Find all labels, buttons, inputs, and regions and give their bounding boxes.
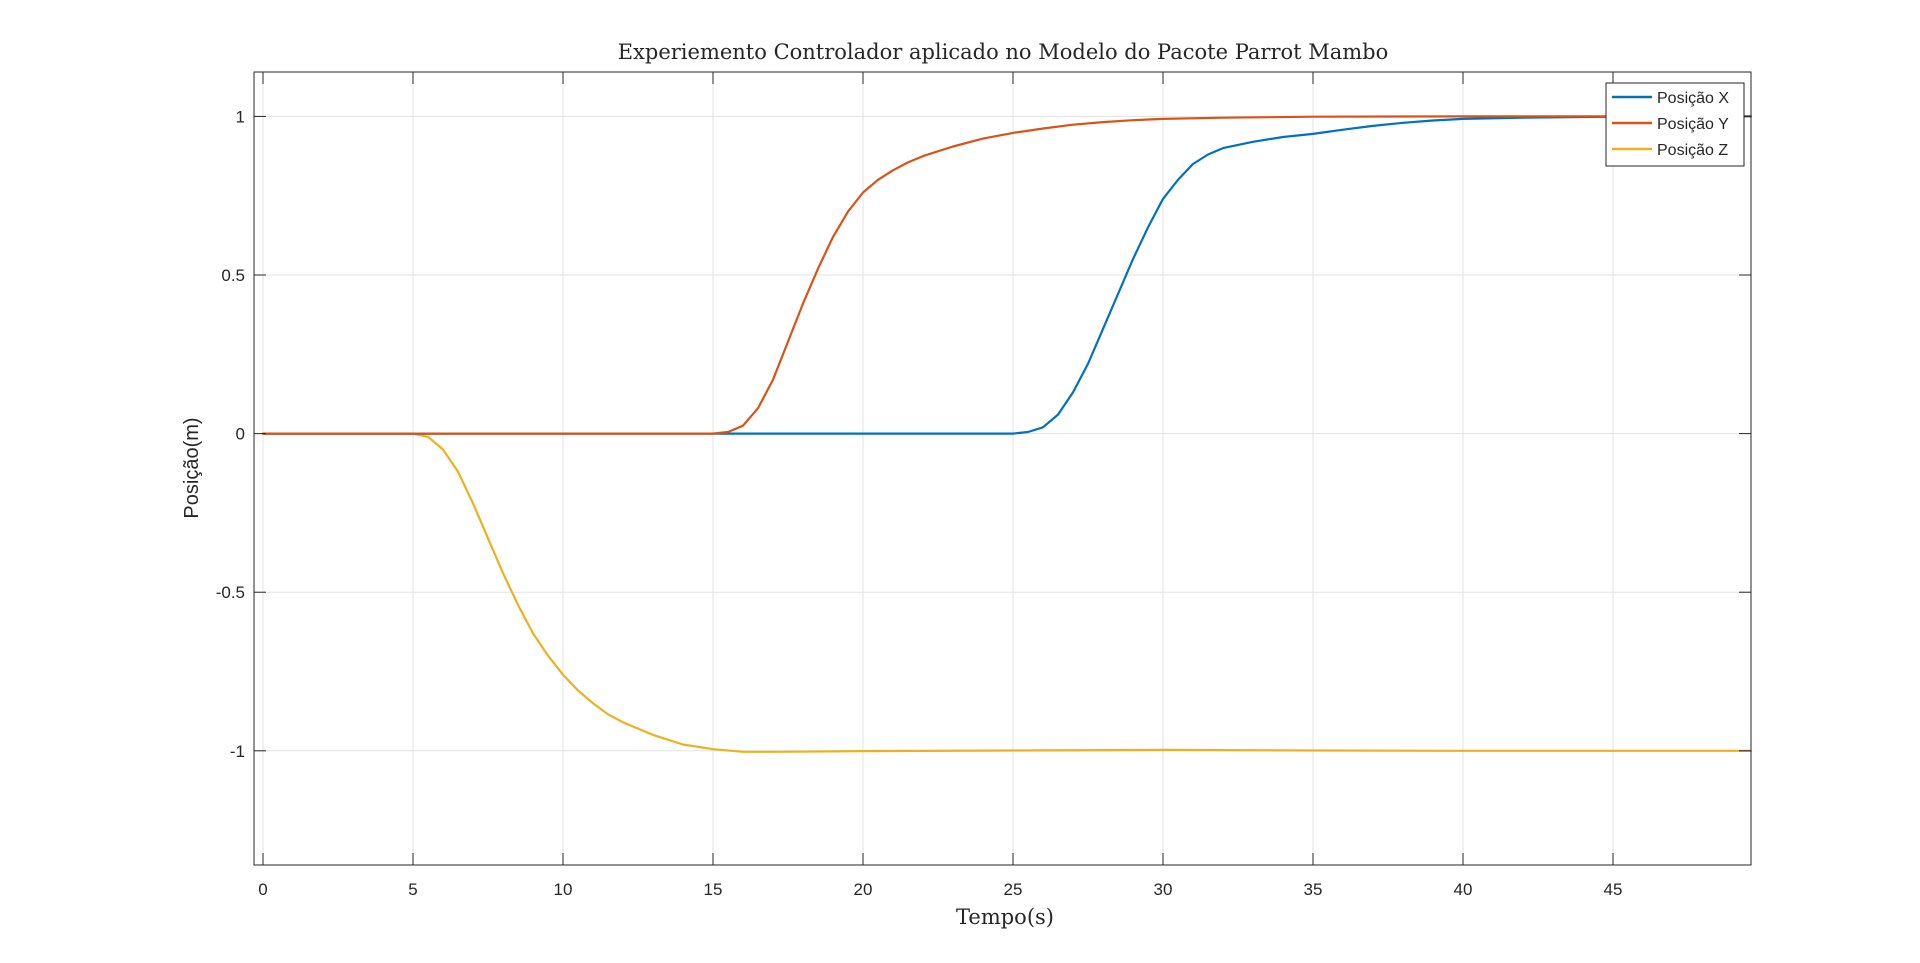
y-tick-label: -1 bbox=[230, 742, 245, 761]
plot-area: 0 5 10 15 20 25 30 35 40 45 1 0.5 0 -0.5 -1 bbox=[216, 71, 1753, 899]
legend-label: Posição Z bbox=[1657, 142, 1728, 159]
legend-label: Posição Y bbox=[1657, 116, 1729, 133]
legend: Posição X Posição Y Posição Z bbox=[1605, 82, 1745, 167]
x-tick-label: 25 bbox=[1004, 880, 1023, 899]
y-tick-label: 0.5 bbox=[221, 266, 245, 285]
y-tick-label: 1 bbox=[236, 107, 245, 126]
x-tick-label: 15 bbox=[704, 880, 723, 899]
y-axis-label: Posição(m) bbox=[181, 417, 203, 518]
x-tick-label: 35 bbox=[1304, 880, 1323, 899]
series-line-2 bbox=[261, 115, 1753, 435]
x-tick-label: 10 bbox=[554, 880, 573, 899]
y-tick-label: -0.5 bbox=[216, 583, 245, 602]
x-tick-label: 40 bbox=[1454, 880, 1473, 899]
y-tick-label: 0 bbox=[236, 425, 245, 444]
series-line-3 bbox=[261, 432, 1753, 753]
legend-label: Posição X bbox=[1657, 90, 1729, 107]
chart-title: Experiemento Controlador aplicado no Mod… bbox=[618, 40, 1389, 64]
series-lines bbox=[261, 115, 1753, 753]
axes-box bbox=[253, 71, 1752, 866]
series-line-1 bbox=[261, 115, 1753, 435]
axes-background bbox=[254, 72, 1751, 865]
ticks bbox=[254, 72, 1751, 865]
x-tick-label: 0 bbox=[258, 880, 267, 899]
y-tick-labels: 1 0.5 0 -0.5 -1 bbox=[216, 107, 245, 760]
x-tick-label: 5 bbox=[408, 880, 417, 899]
x-tick-label: 45 bbox=[1604, 880, 1623, 899]
x-tick-label: 20 bbox=[854, 880, 873, 899]
x-axis-label: Tempo(s) bbox=[956, 905, 1054, 929]
x-tick-label: 30 bbox=[1154, 880, 1173, 899]
x-tick-labels: 0 5 10 15 20 25 30 35 40 45 bbox=[258, 880, 1622, 899]
